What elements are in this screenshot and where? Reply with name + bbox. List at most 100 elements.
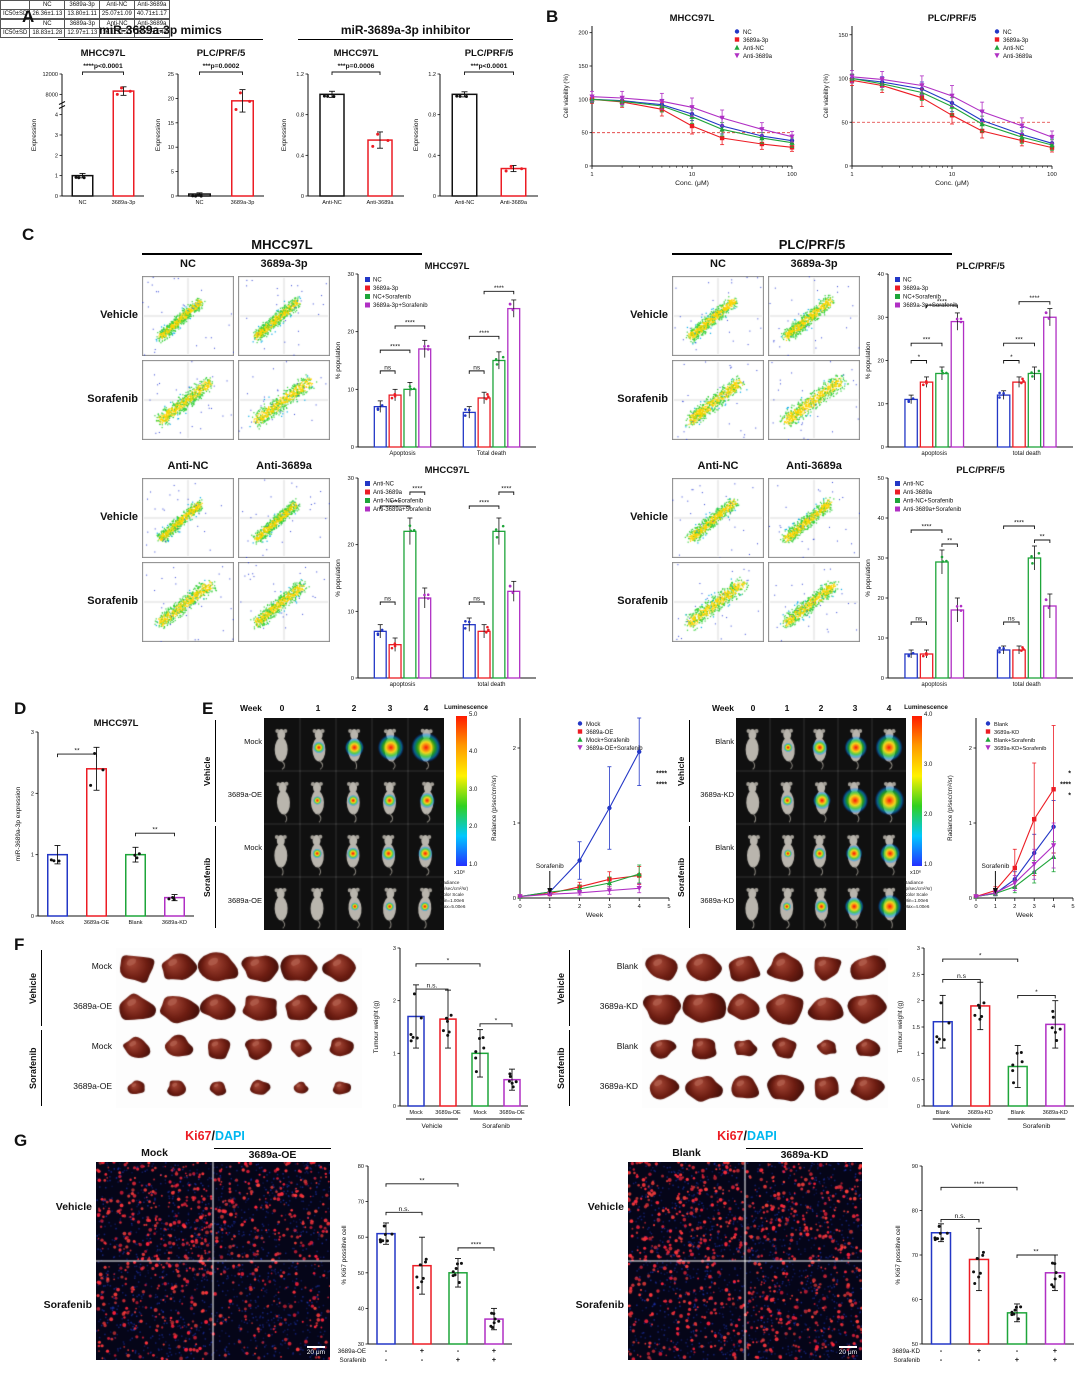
- svg-text:0: 0: [433, 194, 436, 200]
- svg-text:5: 5: [171, 170, 174, 176]
- svg-text:90: 90: [912, 1164, 918, 1170]
- svg-text:+: +: [1053, 1355, 1058, 1364]
- colorbar-footer-line: Max=5.00e6: [440, 903, 466, 909]
- svg-text:apoptosis: apoptosis: [390, 682, 416, 688]
- svg-text:30: 30: [348, 476, 354, 482]
- svg-text:0: 0: [585, 164, 588, 170]
- svg-text:3689a-OE: 3689a-OE: [435, 1110, 461, 1116]
- flow-plot: [142, 360, 234, 440]
- svg-text:2: 2: [513, 746, 516, 752]
- svg-text:****: ****: [937, 299, 948, 306]
- tumor-row-label: Blank: [616, 1041, 638, 1051]
- svg-text:Mock: Mock: [409, 1110, 423, 1116]
- flow-col-label: Anti-NC: [167, 460, 209, 472]
- mimics-group-title: miR-3689a-3p mimics: [58, 23, 263, 41]
- svg-text:0: 0: [393, 1104, 396, 1110]
- svg-text:10: 10: [348, 387, 354, 393]
- svg-text:MHCC97L: MHCC97L: [670, 13, 715, 24]
- flow-plot: [142, 478, 234, 558]
- svg-text:2: 2: [578, 904, 581, 910]
- flow-plot: [238, 276, 330, 356]
- mouse-row-label: 3689a-OE: [227, 896, 262, 905]
- svg-text:3689a-3p+Sorafenib: 3689a-3p+Sorafenib: [373, 303, 428, 309]
- svg-text:****: ****: [390, 344, 401, 351]
- svg-text:Anti-NC: Anti-NC: [743, 46, 765, 52]
- svg-text:% population: % population: [335, 341, 342, 379]
- scale-bar: 20 μm: [838, 1346, 857, 1356]
- svg-text:PLC/PRF/5: PLC/PRF/5: [956, 465, 1005, 476]
- flow-plot: [768, 562, 860, 642]
- svg-text:Expression: Expression: [413, 119, 420, 152]
- svg-text:miR-3689a-3p expression: miR-3689a-3p expression: [15, 786, 22, 861]
- svg-text:-: -: [940, 1355, 943, 1364]
- svg-text:MHCC97L: MHCC97L: [425, 465, 470, 476]
- mouse-row-label: Mock: [244, 843, 262, 852]
- svg-text:-: -: [978, 1355, 981, 1364]
- svg-text:0: 0: [881, 676, 884, 682]
- week-number: 1: [315, 703, 321, 713]
- svg-text:2: 2: [969, 746, 972, 752]
- svg-text:3689a-3p: 3689a-3p: [231, 200, 255, 206]
- svg-text:Sorafenib: Sorafenib: [482, 1123, 510, 1130]
- svg-text:0: 0: [351, 676, 354, 682]
- svg-text:Blank: Blank: [994, 722, 1008, 728]
- svg-text:1: 1: [590, 172, 593, 178]
- svg-text:-: -: [940, 1346, 943, 1355]
- dapi-label: DAPI: [215, 1129, 245, 1143]
- svg-text:% Ki67 possitive cell: % Ki67 possitive cell: [341, 1225, 348, 1285]
- svg-text:3689a-KD: 3689a-KD: [968, 1110, 993, 1116]
- svg-text:****: ****: [1014, 520, 1025, 527]
- svg-text:8000: 8000: [46, 92, 58, 98]
- svg-text:70: 70: [912, 1253, 918, 1259]
- svg-text:****: ****: [390, 500, 401, 507]
- svg-text:Week: Week: [1016, 912, 1034, 919]
- chart-inhibitor-mhcc97l: MHCC97L 0 0.4 0.8 1.2 Expression Anti-NC Anti-3…: [281, 48, 404, 206]
- svg-text:**: **: [1040, 534, 1046, 541]
- chart-viability-plcprf5: PLC/PRF/5 0 50 100 150 1 10 100 Cell viability (…: [823, 13, 1057, 187]
- svg-text:3689a-KD+Sorafenib: 3689a-KD+Sorafenib: [994, 746, 1046, 752]
- svg-text:**: **: [152, 827, 158, 834]
- svg-text:PLC/PRF/5: PLC/PRF/5: [465, 48, 514, 59]
- svg-text:2: 2: [393, 999, 396, 1005]
- svg-text:1: 1: [994, 904, 997, 910]
- svg-text:total death: total death: [1013, 682, 1041, 688]
- svg-text:60: 60: [912, 1298, 918, 1304]
- svg-text:0: 0: [171, 194, 174, 200]
- svg-text:50: 50: [842, 120, 848, 126]
- group-label-vehicle: Vehicle: [556, 972, 566, 1004]
- svg-text:Apoptosis: Apoptosis: [389, 451, 415, 457]
- svg-text:****: ****: [494, 285, 505, 292]
- colorbar-tick: 1.0: [924, 862, 933, 868]
- dapi-label: DAPI: [747, 1129, 777, 1143]
- group-bracket: [41, 1030, 42, 1106]
- svg-text:4: 4: [638, 904, 642, 910]
- svg-text:3: 3: [393, 946, 396, 952]
- svg-text:Anti-3689a: Anti-3689a: [373, 490, 403, 496]
- svg-text:****: ****: [405, 319, 416, 326]
- svg-text:***: ***: [1015, 337, 1023, 344]
- group-bracket: [215, 720, 216, 822]
- svg-text:80: 80: [912, 1209, 918, 1215]
- svg-text:0: 0: [969, 896, 972, 902]
- colorbar-tick: 4.0: [469, 749, 478, 755]
- bioluminescence-image-grid: [264, 718, 444, 930]
- panel-b-label: B: [546, 7, 559, 26]
- svg-text:Sorafenib: Sorafenib: [894, 1357, 921, 1364]
- svg-text:n.s.: n.s.: [955, 1213, 966, 1220]
- svg-text:ns: ns: [384, 364, 392, 371]
- svg-text:20: 20: [168, 96, 174, 102]
- svg-text:Blank: Blank: [1011, 1110, 1025, 1116]
- tumor-row-label: 3689a-OE: [73, 1001, 112, 1011]
- svg-text:Anti-NC: Anti-NC: [455, 200, 475, 206]
- svg-text:ns: ns: [473, 596, 481, 603]
- inhibitor-group-title: miR-3689a-3p inhibitor: [298, 23, 513, 41]
- tumor-photo-grid: [116, 948, 362, 1108]
- if-image-canvas: [96, 1162, 330, 1360]
- svg-text:Radiance (p/sec/cm²/sr): Radiance (p/sec/cm²/sr): [491, 775, 498, 841]
- svg-text:****: ****: [1029, 295, 1040, 302]
- panel-f-label: F: [14, 935, 25, 954]
- svg-text:5: 5: [667, 904, 670, 910]
- svg-text:% population: % population: [865, 341, 872, 379]
- svg-text:3689a-OE+Sorafenib: 3689a-OE+Sorafenib: [586, 746, 643, 752]
